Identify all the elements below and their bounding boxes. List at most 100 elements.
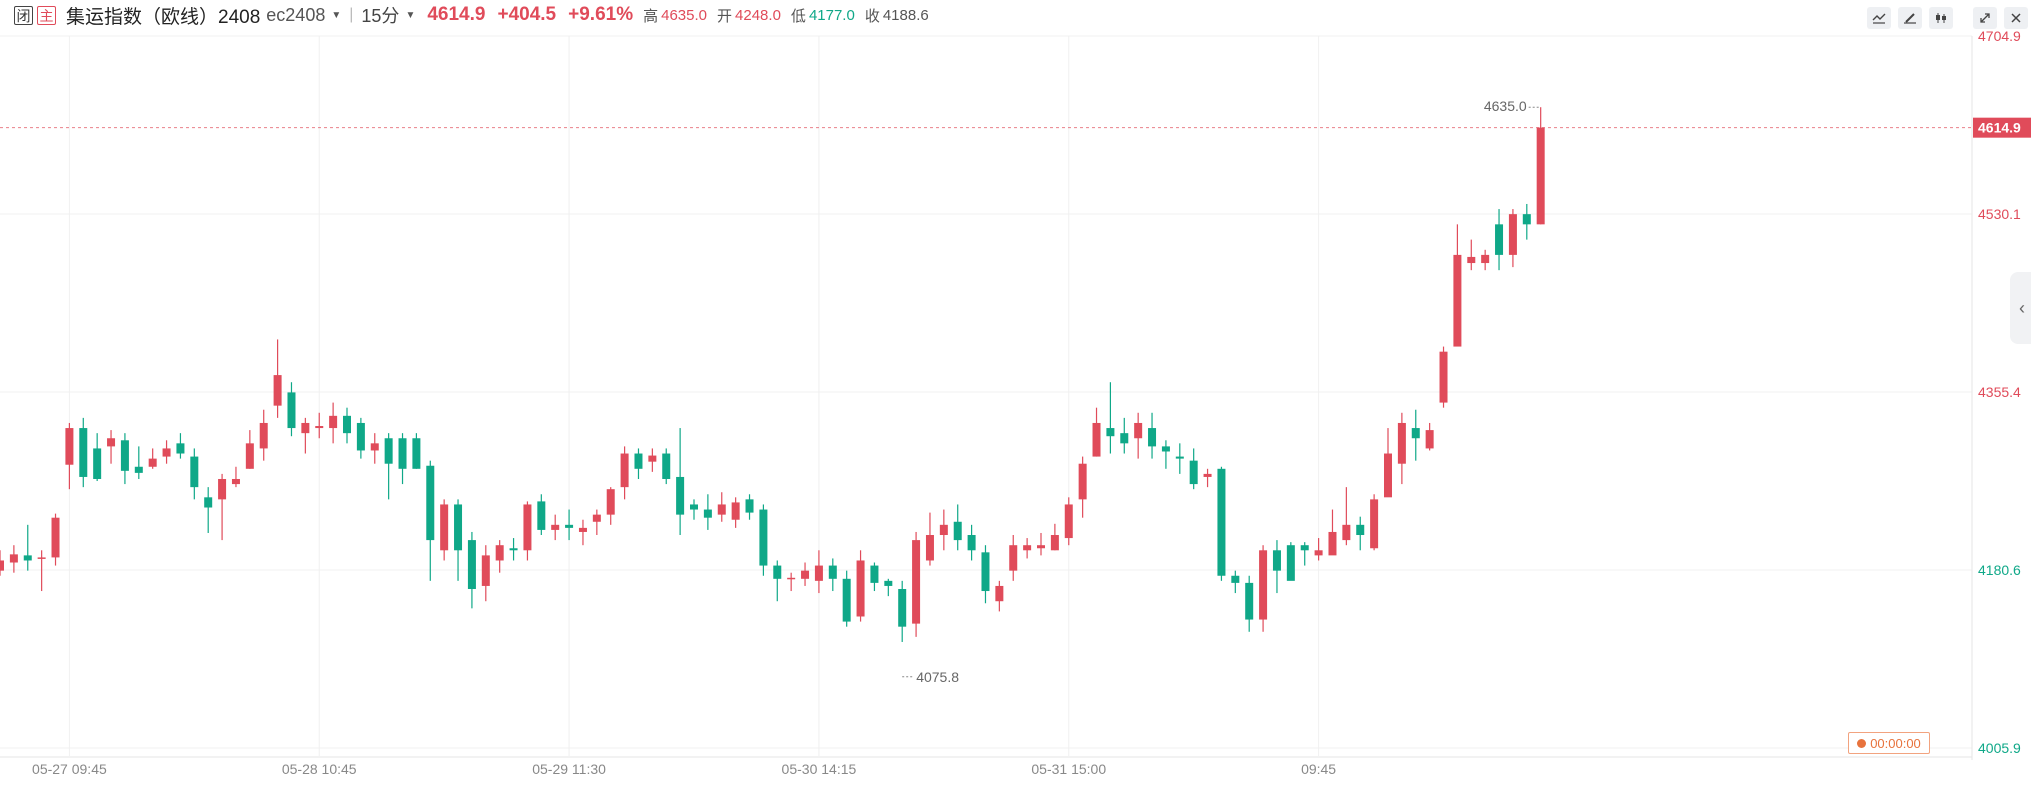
low-value: 4177.0 [808, 6, 855, 24]
candle-body [801, 570, 810, 579]
candle-body [176, 443, 185, 454]
candle-body [690, 504, 698, 510]
close-icon[interactable] [2004, 7, 2028, 29]
x-tick-label: 05-27 09:45 [32, 761, 107, 777]
period-selector[interactable]: 15分 [361, 6, 400, 26]
candle-body [1384, 453, 1392, 498]
last-price-tag [1973, 117, 2031, 138]
countdown-timer: 00:00:00 [1848, 732, 1930, 754]
candle-body [1120, 433, 1129, 444]
candle-body [1106, 428, 1115, 437]
candle-body [1356, 524, 1365, 536]
candle-body [1231, 575, 1240, 583]
candle-body [1259, 550, 1268, 620]
collapse-panel-icon[interactable]: ‹ [2010, 272, 2031, 344]
candle-body [1467, 256, 1476, 264]
x-tick-label: 05-29 11:30 [532, 761, 606, 777]
line-chart-icon[interactable] [1867, 7, 1891, 29]
candle-body [1411, 428, 1420, 439]
instrument-name[interactable]: 集运指数（欧线）2408 [66, 6, 261, 28]
price-change-percent: +9.61% [568, 4, 634, 25]
candle-body [495, 545, 504, 561]
candle-body [939, 524, 948, 536]
candle-body [329, 415, 338, 429]
candle-body [23, 555, 32, 561]
draw-pen-icon[interactable] [1898, 7, 1922, 29]
candle-body [898, 588, 907, 627]
candle-body [343, 415, 351, 434]
candle-body [1300, 545, 1309, 551]
candle-body [620, 453, 629, 488]
candle-body [356, 422, 365, 451]
high-label: 高 [643, 7, 659, 25]
candle-body [1397, 422, 1406, 464]
market-closed-badge: 闭 [14, 5, 33, 25]
candle-body [759, 509, 768, 566]
candle-body [481, 555, 490, 586]
candle-body [107, 438, 116, 447]
candle-body [537, 501, 546, 530]
candle-body [245, 443, 254, 469]
candle-body [1078, 463, 1087, 500]
candle-body [0, 560, 4, 571]
candle-body [648, 455, 657, 462]
x-tick-label: 05-31 15:00 [1031, 761, 1106, 777]
price-change: +404.5 [497, 4, 557, 25]
y-tick-label: 4355.4 [1978, 384, 2021, 400]
instrument-code[interactable]: ec2408 [266, 4, 326, 25]
candle-body [1148, 428, 1157, 447]
candle-body [912, 540, 921, 624]
candle-body [606, 489, 615, 515]
candle-body [454, 504, 463, 551]
candle-body [231, 478, 240, 485]
candle-body [148, 458, 157, 467]
y-tick-label: 4530.1 [1978, 206, 2021, 222]
candle-body [1481, 254, 1490, 264]
candle-body [1453, 254, 1462, 347]
candle-body [967, 535, 976, 551]
candle-body [578, 527, 587, 532]
candle-body [1314, 550, 1323, 556]
candle-body [315, 426, 324, 429]
candle-body [162, 448, 171, 457]
x-tick-label: 05-30 14:15 [782, 761, 857, 777]
candle-body [218, 478, 227, 500]
high-value: 4635.0 [661, 6, 708, 24]
candle-body [523, 504, 532, 551]
candle-body [565, 524, 574, 528]
period-dropdown-icon[interactable]: ▼ [405, 9, 416, 21]
y-tick-label: 4180.6 [1978, 562, 2021, 578]
candlestick-icon[interactable] [1929, 7, 1953, 29]
candle-body [842, 578, 851, 622]
x-tick-label: 09:45 [1301, 761, 1336, 777]
open-label: 开 [717, 7, 733, 25]
candle-body [1522, 214, 1531, 225]
candle-body [259, 422, 268, 449]
candle-body [120, 440, 129, 471]
instrument-dropdown-icon[interactable]: ▼ [331, 9, 342, 21]
y-tick-label: 4005.9 [1978, 740, 2021, 756]
candle-body [856, 560, 865, 617]
candle-body [1439, 351, 1448, 403]
candle-body [190, 456, 199, 488]
y-tick-label: 4704.9 [1978, 28, 2021, 44]
last-price: 4614.9 [427, 4, 486, 25]
candle-body [1328, 531, 1337, 556]
candle-body [1009, 545, 1018, 571]
close-label: 收 [864, 7, 880, 25]
candle-body [703, 509, 712, 518]
candle-body [467, 540, 476, 589]
candle-body [551, 524, 560, 530]
expand-icon[interactable] [1973, 7, 1997, 29]
max-annotation: 4635.0 [1484, 98, 1527, 114]
candle-body [398, 438, 407, 469]
candle-body [9, 554, 18, 563]
x-tick-label: 05-28 10:45 [282, 761, 357, 777]
candle-body [93, 448, 102, 479]
candle-body [426, 465, 435, 541]
low-label: 低 [790, 7, 806, 25]
candle-body [1037, 545, 1045, 549]
candle-body [440, 504, 449, 551]
candle-body [1286, 545, 1295, 581]
